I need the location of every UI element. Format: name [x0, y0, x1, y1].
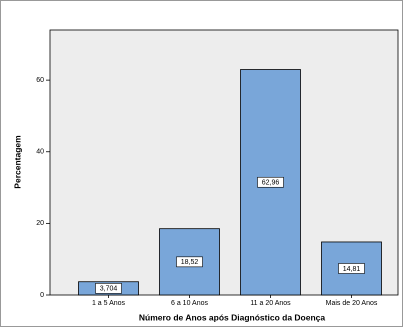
value-label: 3,704 [100, 286, 118, 293]
x-tick-label: Mais de 20 Anos [326, 300, 378, 307]
value-label-box [95, 283, 122, 294]
bar [240, 69, 301, 296]
value-label-box [257, 176, 284, 188]
x-tick-label: 6 a 10 Anos [171, 300, 208, 307]
x-axis-title: Número de Anos após Diagnóstico da Doenç… [139, 312, 326, 322]
value-label: 62,96 [262, 180, 280, 187]
value-label: 14,81 [343, 266, 361, 273]
value-label: 18,52 [181, 259, 199, 266]
x-tick-label: 1 a 5 Anos [92, 300, 126, 307]
y-tick-label: 0 [40, 292, 44, 299]
x-tick-label: 11 a 20 Anos [250, 300, 291, 307]
value-label-box [176, 256, 203, 268]
value-label-box [338, 263, 365, 274]
y-tick-label: 60 [36, 77, 44, 84]
y-axis-title: Percentagem [12, 135, 22, 189]
y-tick-label: 40 [36, 149, 44, 156]
y-tick-label: 20 [36, 220, 44, 227]
